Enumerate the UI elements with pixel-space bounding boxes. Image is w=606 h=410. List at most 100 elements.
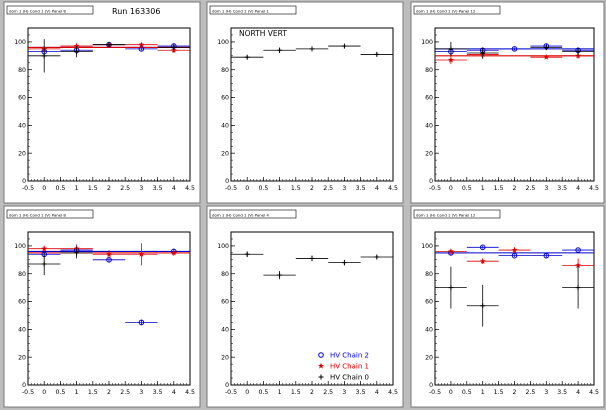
- x-tick-label: 3: [544, 389, 548, 396]
- legend: HV Chain 2 HV Chain 1 HV Chain 0: [318, 352, 369, 382]
- y-tick-label: 40: [425, 327, 433, 334]
- x-tick-label: 3: [342, 185, 346, 192]
- data-point: [435, 41, 467, 56]
- y-tick-label: 20: [425, 354, 433, 361]
- x-tick-label: 1.5: [88, 389, 98, 396]
- data-point: [466, 258, 499, 264]
- y-tick-label: 80: [425, 271, 433, 278]
- point-marker: [511, 46, 518, 52]
- legend-label: HV Chain 1: [330, 363, 369, 371]
- point-marker: [374, 254, 380, 260]
- x-tick-label: -0.5: [225, 389, 237, 396]
- data-point: [125, 319, 158, 326]
- data-point: [435, 248, 467, 255]
- y-tick-label: 20: [425, 150, 433, 157]
- data-point: [562, 266, 594, 309]
- x-tick-label: 4.5: [185, 389, 195, 396]
- point-marker: [171, 44, 177, 50]
- x-tick-label: 0: [449, 185, 453, 192]
- x-tick-label: 0.5: [55, 185, 65, 192]
- data-point: [28, 39, 61, 73]
- legend-marker: [318, 374, 324, 380]
- data-point: [125, 243, 158, 266]
- y-tick-label: 0: [22, 382, 26, 389]
- x-tick-label: 0.5: [258, 389, 268, 396]
- plot-panel-6: dom 1 (H) Cond 1 (V) Panel 12-0.5 0 0.5 1 1.…: [410, 205, 605, 408]
- data-point: [435, 266, 467, 309]
- x-tick-label: 3: [544, 185, 548, 192]
- y-tick-label: 40: [221, 327, 229, 334]
- point-marker: [575, 49, 581, 55]
- x-tick-label: 4.5: [388, 185, 398, 192]
- x-tick-label: 3.5: [557, 389, 567, 396]
- plot-panel-2: dom 1 (H) Cond 1 (V) Panel 1-0.5 0 0.5 1 1.5…: [206, 1, 404, 204]
- y-tick-label: 40: [18, 123, 26, 130]
- legend-marker: [318, 352, 324, 358]
- panel-title-box: dom 1 (H) Cond 1 (V) Panel 8: [6, 209, 94, 219]
- y-tick-label: 80: [425, 67, 433, 74]
- x-tick-label: 1.5: [88, 185, 98, 192]
- x-tick-label: 0: [42, 185, 46, 192]
- title-frame: [413, 5, 501, 15]
- x-tick-label: 0.5: [55, 389, 65, 396]
- x-tick-label: 1.5: [291, 185, 301, 192]
- data-point: [60, 46, 93, 58]
- plot-panel-5: dom 1 (H) Cond 1 (V) Panel 4-0.5 0 0.5 1 1.5…: [206, 205, 404, 408]
- panel-title: dom 1 (H) Cond 1 (V) Panel 1: [212, 9, 269, 14]
- data-point: [295, 255, 329, 262]
- data-point: [157, 249, 190, 256]
- x-tick-label: 3: [342, 389, 346, 396]
- data-point: [466, 47, 499, 59]
- x-tick-label: 1: [278, 389, 282, 396]
- point-marker: [448, 285, 454, 291]
- panel-title: dom 1 (H) Cond 1 (V) Panel 8: [9, 213, 66, 218]
- y-tick-label: 100: [14, 243, 26, 250]
- x-tick-label: 4: [172, 389, 176, 396]
- point-marker: [106, 251, 112, 257]
- y-tick-label: 100: [217, 243, 229, 250]
- data-point: [92, 250, 126, 259]
- x-tick-label: 3.5: [356, 185, 366, 192]
- data-point: [562, 47, 594, 56]
- point-marker: [106, 42, 112, 48]
- data-point: [360, 51, 393, 57]
- x-tick-label: 4: [375, 185, 379, 192]
- point-marker: [374, 51, 380, 57]
- x-tick-label: 4.5: [589, 389, 599, 396]
- panel-title-box: dom 1 (H) Cond 1 (V) Panel 4: [209, 209, 297, 219]
- y-tick-label: 0: [22, 178, 26, 185]
- y-tick-label: 60: [221, 299, 229, 306]
- y-tick-label: 40: [221, 123, 229, 130]
- point-marker: [138, 46, 145, 52]
- x-tick-label: 1: [75, 185, 79, 192]
- data-point: [498, 46, 531, 52]
- point-marker: [479, 258, 486, 264]
- point-marker: [74, 250, 80, 256]
- y-tick-label: 0: [225, 178, 229, 185]
- y-tick-label: 20: [18, 150, 26, 157]
- data-point: [28, 245, 61, 252]
- plot-frame: [230, 27, 394, 182]
- y-tick-label: 60: [425, 299, 433, 306]
- y-tick-label: 100: [14, 39, 26, 46]
- panel-title: dom 1 (H) Cond 1 (V) Panel 4: [212, 213, 269, 218]
- x-tick-label: 1: [481, 185, 485, 192]
- x-tick-label: 4.5: [589, 185, 599, 192]
- x-tick-label: 2: [310, 389, 314, 396]
- point-marker: [341, 260, 347, 266]
- x-tick-label: 2.5: [120, 389, 130, 396]
- x-tick-label: 2.5: [120, 185, 130, 192]
- x-tick-label: -0.5: [429, 185, 441, 192]
- point-marker: [244, 54, 250, 60]
- y-tick-label: 20: [221, 354, 229, 361]
- point-marker: [543, 252, 550, 259]
- y-tick-label: 80: [221, 67, 229, 74]
- x-tick-label: 3.5: [153, 389, 163, 396]
- point-marker: [138, 251, 145, 257]
- x-tick-label: 3: [139, 389, 143, 396]
- x-tick-label: 3: [139, 185, 143, 192]
- point-marker: [138, 319, 145, 326]
- point-marker: [448, 46, 454, 52]
- point-marker: [74, 49, 80, 55]
